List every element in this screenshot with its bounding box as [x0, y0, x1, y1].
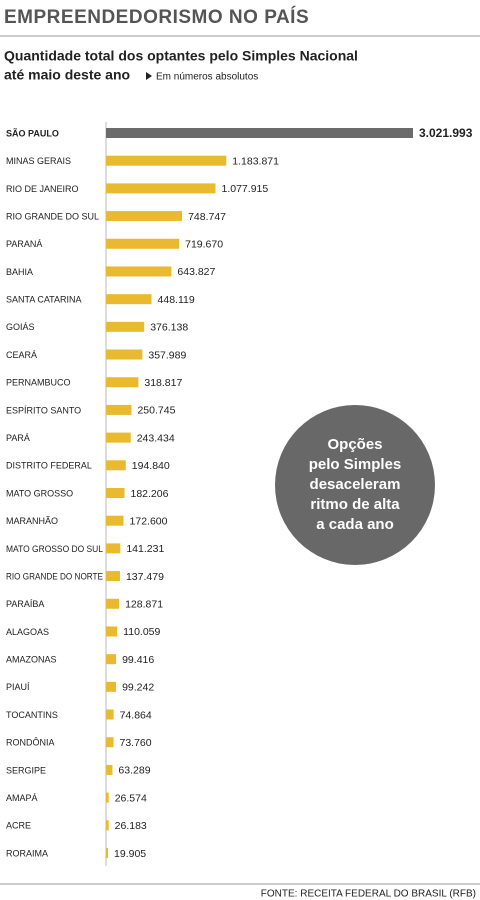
subtitle: Quantidade total dos optantes pelo Simpl… [4, 48, 358, 64]
category-label: MARANHÃO [6, 516, 58, 526]
bar [106, 349, 143, 360]
value-label: 357.989 [148, 349, 186, 361]
value-label: 26.183 [115, 820, 147, 832]
value-label: 376.138 [150, 322, 188, 334]
bar [106, 764, 113, 775]
bar [106, 294, 152, 305]
bar [106, 626, 118, 637]
bar [106, 709, 114, 720]
bar [106, 543, 121, 554]
bar [106, 128, 413, 138]
bar [106, 183, 216, 194]
bar [106, 737, 114, 748]
bar [106, 266, 172, 277]
annotation: pelo Simples [309, 456, 402, 473]
category-label: PARÁ [6, 433, 30, 443]
category-label: ESPÍRITO SANTO [6, 405, 81, 415]
value-label: 250.745 [137, 405, 175, 417]
category-label: PARANÁ [6, 239, 42, 249]
note: Em números absolutos [156, 72, 258, 83]
value-label: 19.905 [114, 848, 146, 860]
category-label: TOCANTINS [6, 710, 58, 720]
value-label: 448.119 [158, 294, 195, 306]
value-label: 1.077.915 [222, 183, 269, 195]
bar [106, 321, 145, 332]
category-label: SÃO PAULO [6, 128, 59, 138]
bar [106, 820, 109, 831]
bar [106, 681, 117, 692]
value-label: 99.242 [122, 682, 154, 694]
value-label: 3.021.993 [419, 126, 473, 140]
category-label: PARAÍBA [6, 599, 44, 609]
category-label: AMAPÁ [6, 793, 38, 803]
value-label: 1.183.871 [232, 155, 279, 167]
bar [106, 432, 131, 443]
value-label: 63.289 [118, 765, 150, 777]
category-label: MINAS GERAIS [6, 156, 71, 166]
value-label: 643.827 [177, 266, 215, 278]
value-label: 141.231 [126, 543, 164, 555]
category-label: ALAGOAS [6, 627, 49, 637]
value-label: 74.864 [120, 709, 152, 721]
bar [106, 404, 132, 415]
annotation: ritmo de alta [310, 496, 400, 513]
subtitle: até maio deste ano [4, 67, 130, 83]
value-label: 99.416 [122, 654, 154, 666]
category-label: BAHIA [6, 267, 33, 277]
bar [106, 155, 227, 166]
category-label: GOIÁS [6, 322, 35, 332]
bar [106, 654, 117, 665]
value-label: 110.059 [123, 626, 160, 638]
chart-title: EMPREENDEDORISMO NO PAÍS [4, 6, 309, 28]
value-label: 243.434 [137, 432, 175, 444]
source: FONTE: RECEITA FEDERAL DO BRASIL (RFB) [261, 889, 476, 900]
value-label: 26.574 [115, 792, 147, 804]
category-label: MATO GROSSO [6, 488, 73, 498]
bar [106, 515, 124, 526]
bar [106, 571, 120, 582]
category-label: AMAZONAS [6, 655, 57, 665]
bar [106, 488, 125, 498]
category-label: SERGIPE [6, 765, 46, 775]
category-label: RIO GRANDE DO SUL [6, 211, 99, 221]
category-label: RONDÔNIA [6, 738, 55, 748]
value-label: 748.747 [188, 211, 226, 223]
value-label: 172.600 [130, 515, 168, 527]
category-label: PIAUÍ [6, 682, 30, 692]
category-label: CEARÁ [6, 350, 37, 360]
value-label: 318.817 [144, 377, 182, 389]
bar [106, 598, 120, 609]
category-label: PERNAMBUCO [6, 378, 71, 388]
value-label: 719.670 [185, 239, 223, 251]
bar [106, 460, 126, 471]
annotation: desaceleram [310, 476, 401, 493]
bar [106, 211, 183, 222]
annotation: a cada ano [316, 516, 394, 533]
category-label: RORAIMA [6, 848, 48, 858]
annotation-circle [275, 405, 435, 565]
value-label: 137.479 [126, 571, 164, 583]
bar [106, 238, 180, 249]
note-icon [146, 72, 152, 80]
category-label: ACRE [6, 821, 31, 831]
category-label: MATO GROSSO DO SUL [6, 544, 103, 554]
bar [106, 792, 109, 803]
value-label: 128.871 [125, 599, 163, 611]
category-label: RIO GRANDE DO NORTE [6, 571, 103, 581]
value-label: 73.760 [119, 737, 151, 749]
value-label: 182.206 [131, 488, 169, 500]
bar [106, 377, 139, 388]
category-label: SANTA CATARINA [6, 295, 82, 305]
category-label: DISTRITO FEDERAL [6, 461, 92, 471]
bar [106, 848, 109, 858]
annotation: Opções [327, 436, 382, 453]
value-label: 194.840 [132, 460, 170, 472]
category-label: RIO DE JANEIRO [6, 184, 79, 194]
